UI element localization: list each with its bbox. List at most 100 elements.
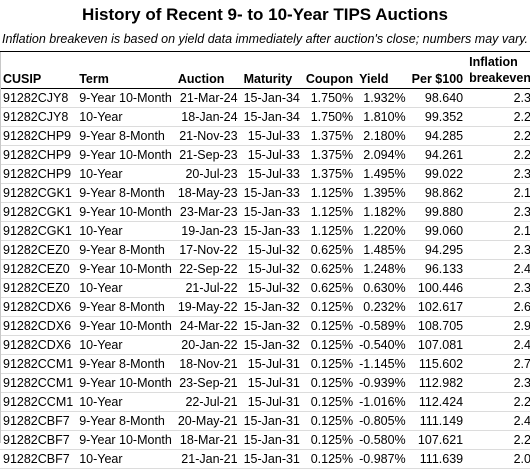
cell-price: 94.295 xyxy=(408,240,467,260)
col-header-breakeven: Inflation breakeven xyxy=(466,52,530,89)
col-header-yield: Yield xyxy=(356,52,409,89)
cell-auction: 21-Jul-22 xyxy=(174,278,241,298)
cell-auction: 21-Jan-21 xyxy=(174,449,241,469)
breakeven-line1: Inflation xyxy=(469,54,518,69)
cell-yield: 1.395% xyxy=(356,183,409,203)
cell-maturity: 15-Jul-31 xyxy=(240,373,303,393)
cell-auction: 24-Mar-22 xyxy=(174,316,241,336)
cell-auction: 18-Mar-21 xyxy=(174,430,241,450)
cell-auction: 21-Sep-23 xyxy=(174,145,241,165)
cell-coupon: 0.125% xyxy=(302,297,357,317)
cell-maturity: 15-Jul-31 xyxy=(240,392,303,412)
cell-cusip: 91282CHP9 xyxy=(0,145,77,165)
cell-coupon: 0.125% xyxy=(302,449,357,469)
cell-price: 115.602 xyxy=(408,354,467,374)
cell-coupon: 0.625% xyxy=(302,240,357,260)
cell-maturity: 15-Jan-34 xyxy=(240,107,303,127)
cell-yield: 1.248% xyxy=(356,259,409,279)
cell-maturity: 15-Jul-33 xyxy=(240,164,303,184)
cell-coupon: 1.125% xyxy=(302,202,357,222)
header-row: CUSIP Term Auction Maturity Coupon Yield… xyxy=(0,52,530,89)
cell-cusip: 91282CEZ0 xyxy=(0,240,77,260)
cell-yield: 1.932% xyxy=(356,88,409,108)
cell-breakeven: 2.1 xyxy=(466,221,530,241)
cell-auction: 19-Jan-23 xyxy=(174,221,241,241)
table-row: 91282CHP9 9-Year 8-Month 21-Nov-23 15-Jul-3… xyxy=(0,126,530,146)
cell-price: 94.261 xyxy=(408,145,467,165)
cell-yield: -0.580% xyxy=(356,430,409,450)
tips-auction-table: CUSIP Term Auction Maturity Coupon Yield… xyxy=(0,52,530,469)
table-row: 91282CBF7 9-Year 8-Month 20-May-21 15-Jan-3… xyxy=(0,411,530,431)
table-row: 91282CGK1 10-Year 19-Jan-23 15-Jan-33 1.125%… xyxy=(0,221,530,241)
cell-breakeven: 2.0 xyxy=(466,449,530,469)
cell-cusip: 91282CEZ0 xyxy=(0,278,77,298)
cell-breakeven: 2.3 xyxy=(466,278,530,298)
cell-yield: -0.805% xyxy=(356,411,409,431)
cell-term: 9-Year 10-Month xyxy=(76,430,175,450)
cell-maturity: 15-Jul-33 xyxy=(240,145,303,165)
cell-yield: 1.220% xyxy=(356,221,409,241)
cell-breakeven: 2.9 xyxy=(466,316,530,336)
cell-coupon: 0.125% xyxy=(302,430,357,450)
cell-breakeven: 2.3 xyxy=(466,240,530,260)
cell-price: 112.424 xyxy=(408,392,467,412)
cell-price: 99.880 xyxy=(408,202,467,222)
subtitle-note: Inflation breakeven is based on yield da… xyxy=(2,32,529,46)
cell-price: 98.862 xyxy=(408,183,467,203)
cell-auction: 18-Jan-24 xyxy=(174,107,241,127)
cell-term: 10-Year xyxy=(76,221,175,241)
table-row: 91282CGK1 9-Year 10-Month 23-Mar-23 15-Jan-… xyxy=(0,202,530,222)
cell-term: 10-Year xyxy=(76,107,175,127)
cell-coupon: 0.125% xyxy=(302,316,357,336)
cell-coupon: 1.375% xyxy=(302,145,357,165)
cell-cusip: 91282CCM1 xyxy=(0,354,77,374)
cell-coupon: 1.750% xyxy=(302,107,357,127)
cell-coupon: 1.125% xyxy=(302,183,357,203)
cell-auction: 23-Mar-23 xyxy=(174,202,241,222)
cell-breakeven: 2.3 xyxy=(466,164,530,184)
cell-auction: 18-Nov-21 xyxy=(174,354,241,374)
cell-coupon: 0.625% xyxy=(302,259,357,279)
cell-price: 111.639 xyxy=(408,449,467,469)
cell-price: 102.617 xyxy=(408,297,467,317)
cell-breakeven: 2.2 xyxy=(466,392,530,412)
col-header-cusip: CUSIP xyxy=(0,52,77,89)
cell-term: 9-Year 10-Month xyxy=(76,88,175,108)
cell-cusip: 91282CCM1 xyxy=(0,373,77,393)
cell-price: 94.285 xyxy=(408,126,467,146)
cell-maturity: 15-Jan-31 xyxy=(240,430,303,450)
cell-term: 10-Year xyxy=(76,392,175,412)
cell-term: 9-Year 8-Month xyxy=(76,354,175,374)
table-row: 91282CCM1 9-Year 8-Month 18-Nov-21 15-Jul-3… xyxy=(0,354,530,374)
cell-auction: 22-Jul-21 xyxy=(174,392,241,412)
cell-auction: 21-Mar-24 xyxy=(174,88,241,108)
cell-yield: -0.939% xyxy=(356,373,409,393)
cell-term: 10-Year xyxy=(76,335,175,355)
cell-cusip: 91282CCM1 xyxy=(0,392,77,412)
cell-price: 107.621 xyxy=(408,430,467,450)
page-title: History of Recent 9- to 10-Year TIPS Auc… xyxy=(82,5,448,24)
cell-term: 9-Year 8-Month xyxy=(76,411,175,431)
table-row: 91282CDX6 9-Year 10-Month 24-Mar-22 15-Jan-… xyxy=(0,316,530,336)
cell-term: 10-Year xyxy=(76,278,175,298)
cell-cusip: 91282CJY8 xyxy=(0,107,77,127)
cell-auction: 22-Sep-22 xyxy=(174,259,241,279)
cell-coupon: 0.125% xyxy=(302,411,357,431)
cell-breakeven: 2.4 xyxy=(466,259,530,279)
cell-yield: 0.630% xyxy=(356,278,409,298)
col-header-maturity: Maturity xyxy=(240,52,303,89)
cell-auction: 23-Sep-21 xyxy=(174,373,241,393)
cell-auction: 20-May-21 xyxy=(174,411,241,431)
table-row: 91282CDX6 9-Year 8-Month 19-May-22 15-Jan-3… xyxy=(0,297,530,317)
cell-coupon: 1.750% xyxy=(302,88,357,108)
cell-yield: -0.589% xyxy=(356,316,409,336)
cell-price: 111.149 xyxy=(408,411,467,431)
table-row: 91282CCM1 10-Year 22-Jul-21 15-Jul-31 0.125%… xyxy=(0,392,530,412)
cell-maturity: 15-Jul-32 xyxy=(240,240,303,260)
cell-yield: 1.810% xyxy=(356,107,409,127)
table-row: 91282CJY8 9-Year 10-Month 21-Mar-24 15-Jan-… xyxy=(0,88,530,108)
cell-price: 108.705 xyxy=(408,316,467,336)
cell-price: 96.133 xyxy=(408,259,467,279)
cell-cusip: 91282CDX6 xyxy=(0,297,77,317)
cell-breakeven: 2.4 xyxy=(466,335,530,355)
